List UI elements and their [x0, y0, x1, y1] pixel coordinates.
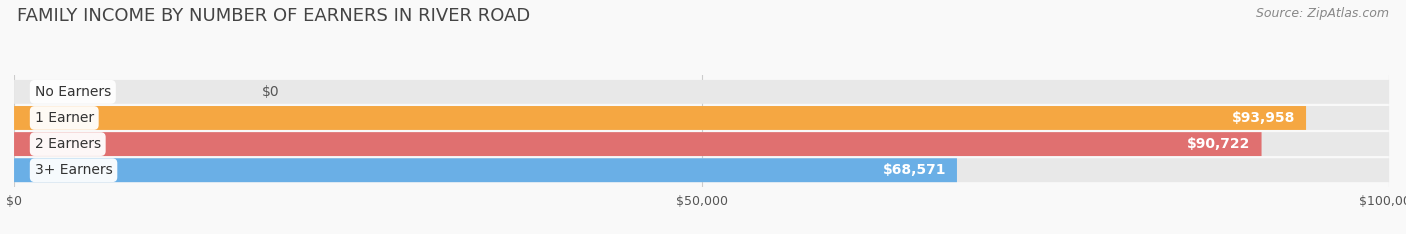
Text: No Earners: No Earners — [35, 85, 111, 99]
FancyBboxPatch shape — [14, 158, 1389, 182]
Text: $90,722: $90,722 — [1187, 137, 1250, 151]
Text: FAMILY INCOME BY NUMBER OF EARNERS IN RIVER ROAD: FAMILY INCOME BY NUMBER OF EARNERS IN RI… — [17, 7, 530, 25]
FancyBboxPatch shape — [14, 106, 1306, 130]
Text: 2 Earners: 2 Earners — [35, 137, 101, 151]
FancyBboxPatch shape — [14, 132, 1389, 156]
FancyBboxPatch shape — [14, 80, 1389, 104]
FancyBboxPatch shape — [14, 132, 1261, 156]
FancyBboxPatch shape — [14, 158, 957, 182]
Text: Source: ZipAtlas.com: Source: ZipAtlas.com — [1256, 7, 1389, 20]
Text: 1 Earner: 1 Earner — [35, 111, 94, 125]
Text: $93,958: $93,958 — [1232, 111, 1295, 125]
Text: $68,571: $68,571 — [883, 163, 946, 177]
FancyBboxPatch shape — [14, 106, 1389, 130]
Text: $0: $0 — [262, 85, 280, 99]
Text: 3+ Earners: 3+ Earners — [35, 163, 112, 177]
